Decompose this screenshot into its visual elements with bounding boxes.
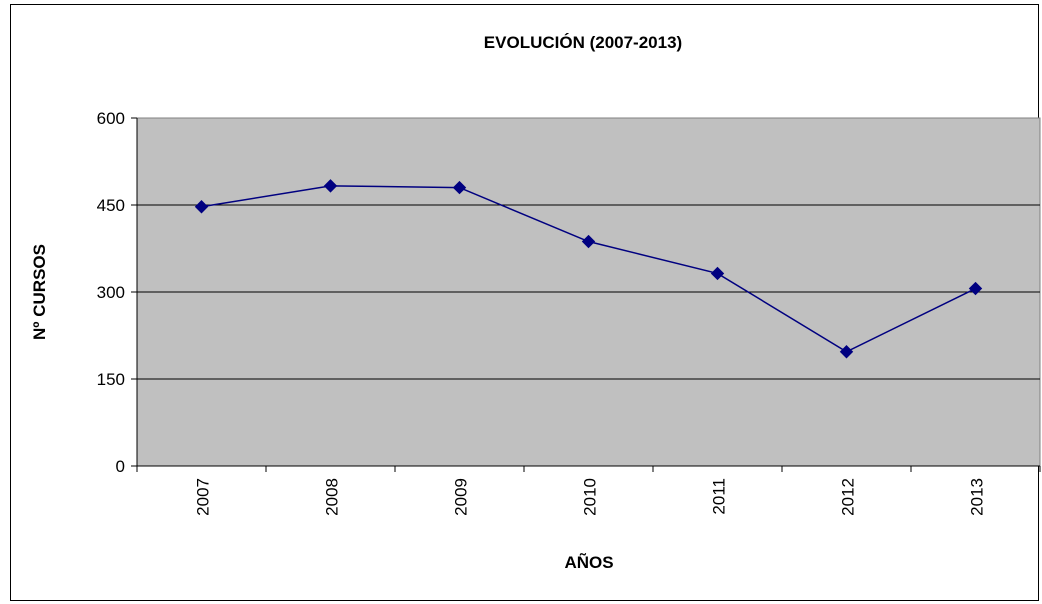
y-tick-label: 450 bbox=[97, 196, 125, 215]
data-point-marker bbox=[452, 180, 467, 195]
y-tick-label: 0 bbox=[116, 457, 125, 476]
y-tick-label: 300 bbox=[97, 283, 125, 302]
chart-title: EVOLUCIÓN (2007-2013) bbox=[484, 33, 682, 52]
data-point-marker bbox=[323, 179, 338, 193]
y-axis-ticks: 0 150 300 450 600 bbox=[97, 109, 137, 476]
x-tick-label: 2012 bbox=[839, 478, 858, 516]
data-point-marker bbox=[194, 200, 209, 214]
x-tick-label: 2007 bbox=[194, 478, 213, 516]
data-point-marker bbox=[968, 281, 983, 296]
x-tick-label: 2011 bbox=[710, 478, 729, 515]
data-point-marker bbox=[710, 266, 725, 281]
x-tick-label: 2009 bbox=[452, 478, 471, 516]
x-tick-label: 2013 bbox=[968, 478, 987, 516]
x-axis-label: AÑOS bbox=[564, 552, 613, 572]
y-tick-label: 150 bbox=[97, 370, 125, 389]
x-tick-label: 2008 bbox=[323, 478, 342, 516]
y-axis-label: Nº CURSOS bbox=[30, 244, 49, 340]
data-point-marker bbox=[839, 345, 854, 359]
data-point-marker bbox=[581, 234, 596, 249]
y-tick-label: 600 bbox=[97, 109, 125, 128]
x-axis-ticks: 2007 2008 2009 2010 2011 2012 2013 bbox=[136, 466, 1041, 516]
series-line bbox=[194, 179, 983, 359]
gridlines bbox=[137, 204, 1040, 380]
x-tick-label: 2010 bbox=[581, 478, 600, 516]
